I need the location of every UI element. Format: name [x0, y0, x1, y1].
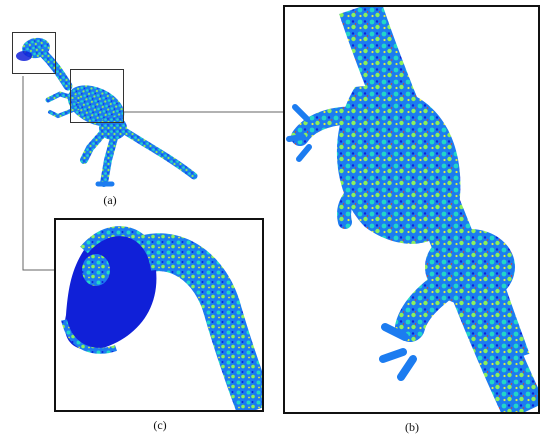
- caption-b: (b): [405, 420, 419, 434]
- zoom-box-torso: [70, 69, 124, 123]
- torso-closeup: [285, 7, 538, 412]
- caption-a: (a): [103, 193, 117, 207]
- panel-a: [8, 28, 203, 193]
- connector-line-a-to-c: [22, 76, 54, 271]
- dinosaur-thumbnail: [16, 37, 198, 187]
- head-closeup: [56, 220, 262, 410]
- panel-b: [283, 5, 540, 414]
- zoom-box-head: [12, 32, 56, 74]
- caption-c: (c): [153, 418, 167, 432]
- panel-c: [54, 218, 264, 412]
